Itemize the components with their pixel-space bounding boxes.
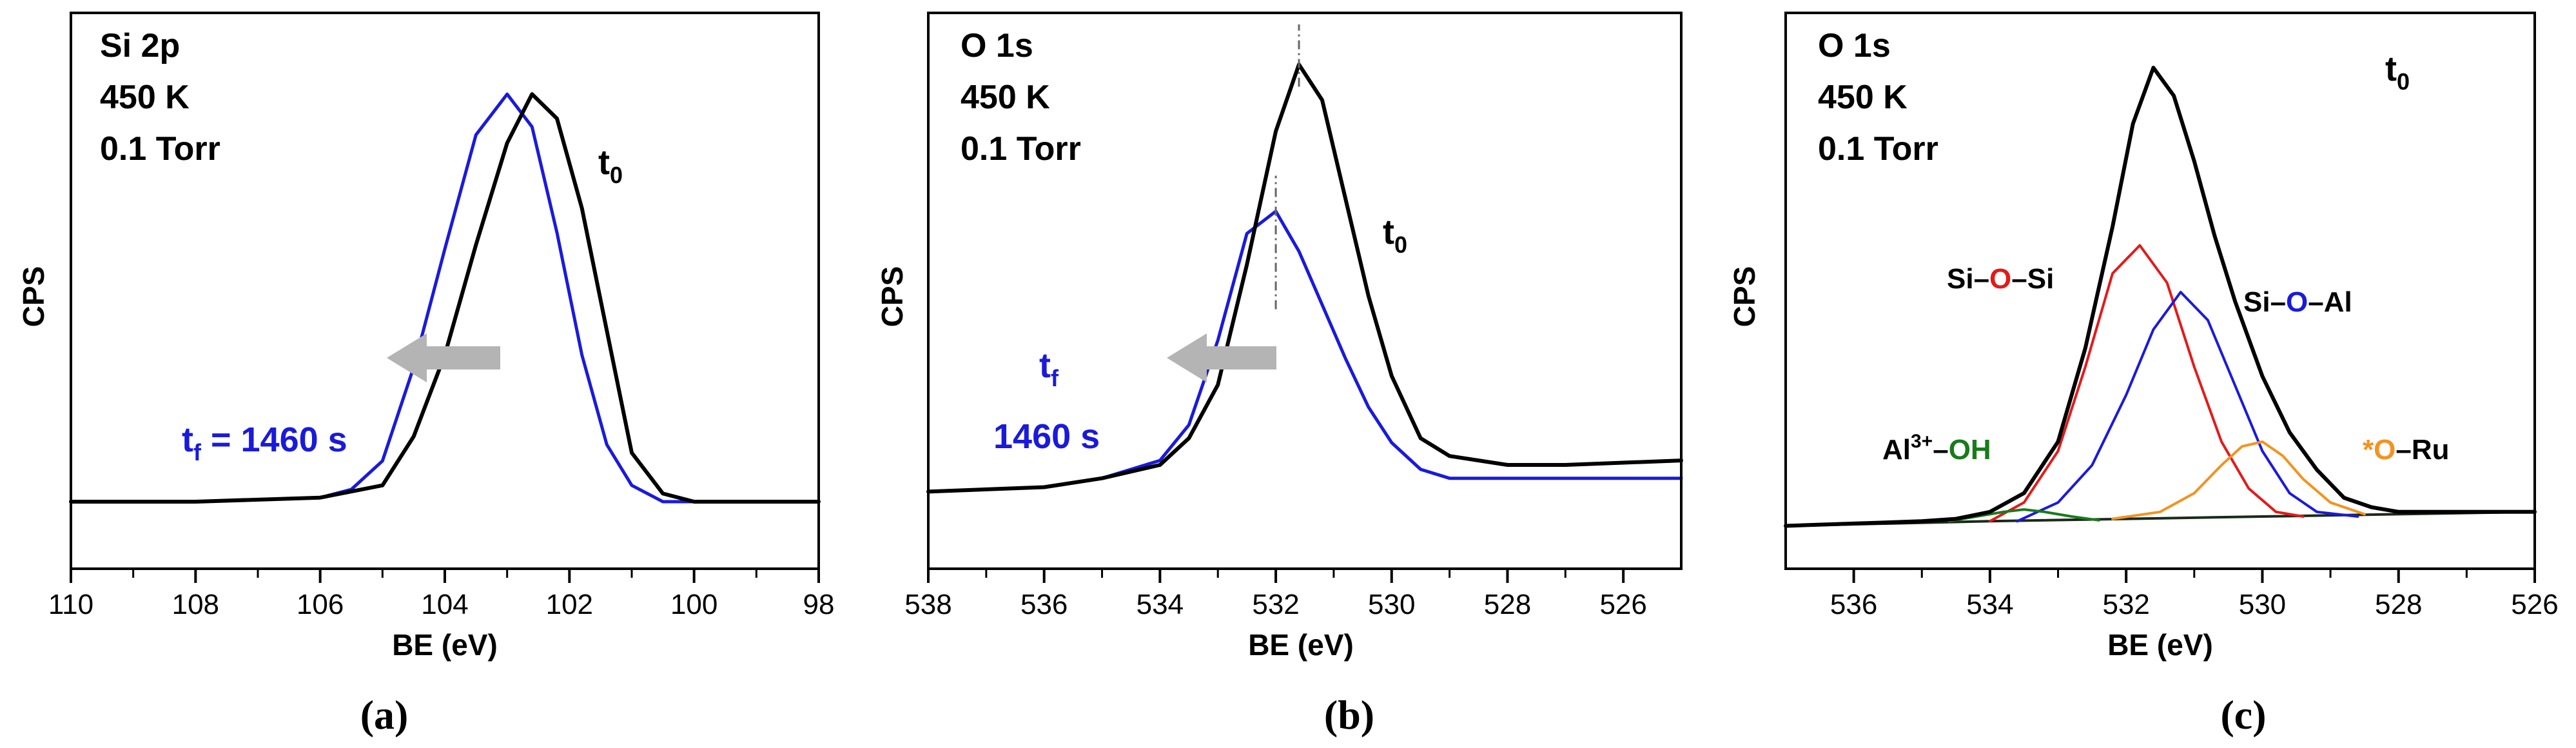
t0-label-b: t0 — [1383, 213, 1407, 258]
tf-label-a-sub: f — [193, 439, 202, 466]
tick-label-c-526: 526 — [2511, 589, 2558, 620]
label-al-oh: Al3+–OH — [1882, 431, 1991, 466]
tick-label-c-536: 536 — [1830, 589, 1877, 620]
series-c-si-o-si — [1988, 244, 2305, 523]
t0-label-a-sub: 0 — [610, 162, 623, 188]
plot-b — [926, 63, 1683, 494]
series-b-tf — [926, 210, 1683, 493]
label-si-o-si-c: –Si — [2011, 263, 2054, 295]
tf-label-a: tf = 1460 s — [182, 420, 347, 466]
shift-arrow-a — [387, 333, 500, 382]
tick-label-a-100: 100 — [670, 589, 717, 620]
ticks-c: 536 534 532 530 528 526 — [1830, 569, 2559, 620]
tick-label-b-536: 536 — [1020, 589, 1068, 620]
tick-label-a-98: 98 — [803, 589, 835, 620]
t0-label-a-t: t — [598, 143, 610, 182]
ylabel-a: CPS — [17, 266, 50, 328]
xlabel-b: BE (eV) — [1248, 628, 1354, 662]
annotation-b-1: O 1s — [961, 27, 1033, 64]
series-c-si-o-al — [2016, 291, 2359, 523]
label-si-o-si-a: Si– — [1947, 263, 1989, 295]
ticks-a: 110 108 106 104 102 100 98 — [48, 569, 835, 620]
peak-markers-b — [1274, 24, 1300, 310]
label-si-o-al-c: –Al — [2308, 286, 2352, 318]
tick-label-b-534: 534 — [1137, 589, 1184, 620]
panel-label-b: (b) — [1324, 692, 1374, 738]
annotation-a-2: 450 K — [100, 79, 190, 116]
series-b-t0 — [926, 63, 1683, 494]
label-al-oh-a: Al — [1882, 434, 1911, 466]
panel-c: 536 534 532 530 528 526 O 1s 450 K 0.1 Torr t… — [1728, 12, 2559, 738]
xlabel-c: BE (eV) — [2107, 628, 2213, 662]
t0-label-b-sub: 0 — [1394, 231, 1407, 258]
tick-label-a-104: 104 — [421, 589, 468, 620]
tick-label-c-530: 530 — [2239, 589, 2286, 620]
label-si-o-al: Si–O–Al — [2243, 286, 2352, 318]
tick-label-c-528: 528 — [2375, 589, 2422, 620]
plot-c — [1784, 66, 2537, 528]
series-c-envelope-t0 — [1784, 66, 2537, 528]
ticks-b: 538 536 534 532 530 528 526 — [904, 569, 1647, 620]
label-al-oh-b: – — [1933, 434, 1948, 466]
t0-label-c: t0 — [2385, 50, 2410, 95]
annotation-b-2: 450 K — [961, 79, 1050, 116]
label-al-oh-sup: 3+ — [1911, 431, 1933, 452]
annotation-c-1: O 1s — [1818, 27, 1891, 64]
label-si-o-al-b: O — [2286, 286, 2308, 318]
tick-label-b-528: 528 — [1484, 589, 1531, 620]
tick-label-a-110: 110 — [48, 589, 93, 620]
tick-label-a-108: 108 — [172, 589, 219, 620]
label-si-o-si-b: O — [1989, 263, 2011, 295]
tf-label-b-t: t — [1039, 346, 1051, 385]
tf-value-b: 1460 s — [993, 417, 1100, 456]
tf-label-a-rest: = 1460 s — [201, 420, 347, 459]
ylabel-c: CPS — [1728, 266, 1761, 328]
tick-label-c-532: 532 — [2102, 589, 2149, 620]
plot-a — [69, 92, 821, 504]
annotation-a-3: 0.1 Torr — [100, 130, 220, 168]
annotation-c-2: 450 K — [1818, 79, 1908, 116]
tf-label-b: tf — [1039, 346, 1059, 391]
tick-label-b-526: 526 — [1599, 589, 1646, 620]
series-a-t0 — [69, 92, 821, 504]
annotation-c-3: 0.1 Torr — [1818, 130, 1938, 168]
frame-c — [1784, 12, 2536, 570]
tick-label-b-530: 530 — [1368, 589, 1415, 620]
annotation-a-1: Si 2p — [100, 27, 180, 64]
tf-label-a-t: t — [182, 420, 193, 459]
label-si-o-al-a: Si– — [2243, 286, 2286, 318]
t0-label-c-sub: 0 — [2397, 68, 2410, 95]
label-o-ru-a: *O — [2363, 434, 2395, 466]
series-c--o-ru — [2111, 440, 2366, 520]
ylabel-b: CPS — [875, 266, 909, 328]
panel-label-a: (a) — [360, 692, 409, 738]
frame-b — [927, 12, 1683, 570]
tick-label-b-532: 532 — [1252, 589, 1299, 620]
label-o-ru: *O–Ru — [2363, 434, 2449, 466]
panel-a: 110 108 106 104 102 100 98 Si 2p 450 K 0.1 Tor… — [17, 12, 835, 738]
tick-label-a-106: 106 — [297, 589, 344, 620]
xlabel-a: BE (eV) — [392, 628, 498, 662]
t0-label-a: t0 — [598, 143, 623, 188]
shift-arrow-b — [1167, 333, 1276, 382]
tf-label-b-sub: f — [1051, 365, 1059, 391]
t0-label-b-t: t — [1383, 213, 1394, 251]
panel-label-c: (c) — [2220, 692, 2266, 738]
label-al-oh-c: OH — [1949, 434, 1991, 466]
label-o-ru-b: –Ru — [2395, 434, 2449, 466]
annotation-b-3: 0.1 Torr — [961, 130, 1081, 168]
tick-label-b-538: 538 — [904, 589, 951, 620]
panel-b: 538 536 534 532 530 528 526 O 1s 450 K 0.1 Tor… — [875, 12, 1683, 738]
tick-label-a-102: 102 — [546, 589, 593, 620]
t0-label-c-t: t — [2385, 50, 2397, 88]
label-si-o-si: Si–O–Si — [1947, 263, 2054, 295]
tick-label-c-534: 534 — [1966, 589, 2013, 620]
